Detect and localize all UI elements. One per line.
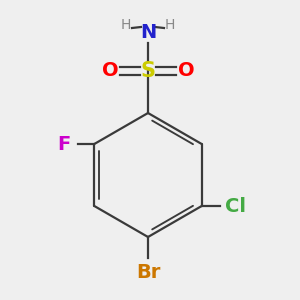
Text: H: H [121, 18, 131, 32]
Text: S: S [140, 61, 155, 81]
Text: Br: Br [136, 262, 160, 281]
Text: H: H [165, 18, 175, 32]
Text: N: N [140, 23, 156, 43]
Text: F: F [58, 134, 71, 154]
Text: O: O [102, 61, 118, 80]
Text: O: O [178, 61, 194, 80]
Text: Cl: Cl [225, 196, 246, 215]
